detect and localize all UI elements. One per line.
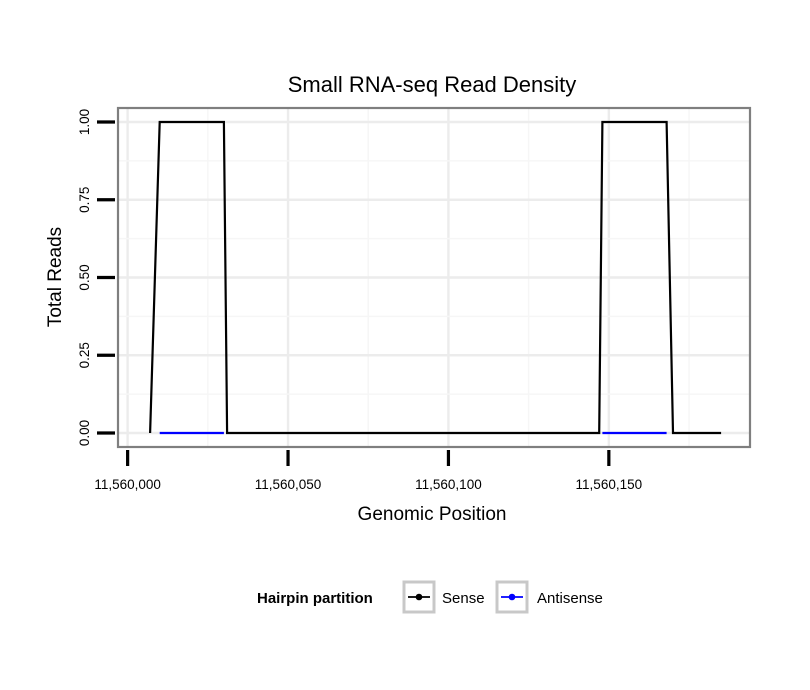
- legend-key-antisense-dot: [508, 593, 516, 601]
- x-axis-title: Genomic Position: [358, 504, 507, 525]
- y-tick-label: 1.00: [77, 109, 92, 135]
- plot-panel-border: [116, 106, 752, 449]
- legend-label-antisense: Antisense: [537, 590, 603, 607]
- y-tick-label: 0.75: [77, 187, 92, 213]
- x-tick-label: 11,560,150: [576, 477, 643, 492]
- y-tick-label: 0.50: [77, 264, 92, 290]
- x-tick-label: 11,560,100: [415, 477, 482, 492]
- y-axis-title: Total Reads: [45, 227, 66, 327]
- series-layer: [149, 120, 722, 435]
- x-tick-label: 11,560,000: [94, 477, 161, 492]
- grid-layer: [118, 108, 750, 447]
- legend-key-sense-dot: [415, 593, 423, 601]
- y-axis: 0.00 0.25 0.50 0.75 1.00: [77, 109, 115, 446]
- chart-title: Small RNA-seq Read Density: [288, 72, 577, 97]
- y-tick-label: 0.25: [77, 342, 92, 368]
- x-tick-label: 11,560,050: [255, 477, 322, 492]
- y-tick-label: 0.00: [77, 420, 92, 446]
- x-axis: 11,560,000 11,560,050 11,560,100 11,560,150: [94, 450, 642, 492]
- series-sense-line: [149, 120, 722, 435]
- legend: Hairpin partition Sense Antisense: [257, 580, 603, 614]
- legend-title: Hairpin partition: [257, 590, 373, 607]
- legend-label-sense: Sense: [442, 590, 485, 607]
